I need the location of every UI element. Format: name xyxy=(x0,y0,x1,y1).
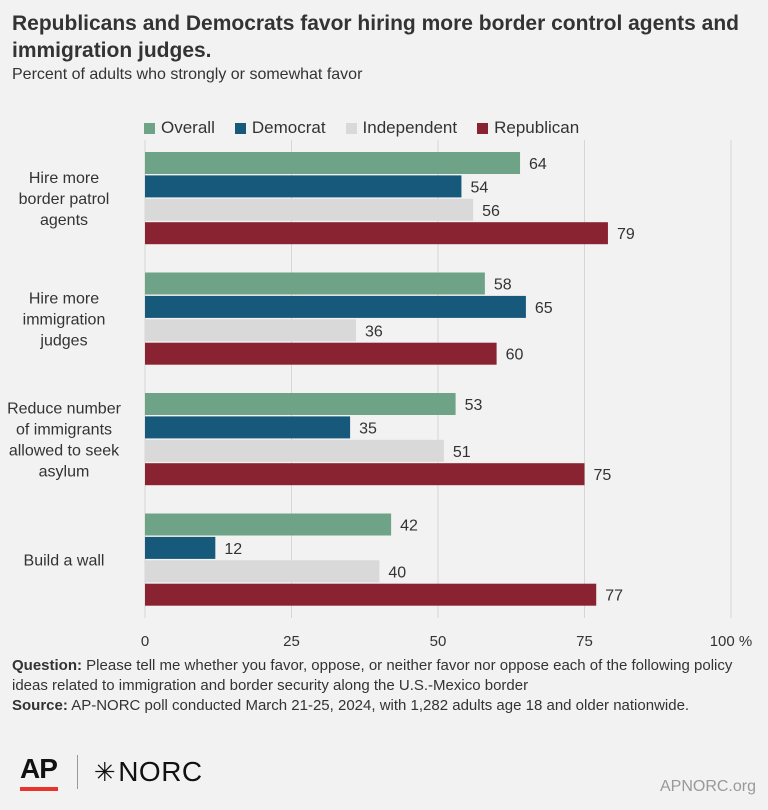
data-label: 58 xyxy=(494,277,512,294)
norc-logo: ✳ NORC xyxy=(94,756,203,788)
ap-logo-text: AP xyxy=(20,753,58,784)
data-label: 65 xyxy=(535,300,553,317)
bar-overall xyxy=(145,393,456,415)
category-label: Reduce number of immigrants allowed to see… xyxy=(7,401,122,481)
question-text: Please tell me whether you favor, oppose… xyxy=(12,657,733,694)
question-note: Question: Please tell me whether you fav… xyxy=(12,656,756,696)
data-label: 77 xyxy=(605,588,623,605)
x-tick-label: 25 xyxy=(283,633,300,650)
data-label: 64 xyxy=(529,156,547,173)
bar-independent xyxy=(145,439,444,462)
legend-item-independent: Independent xyxy=(345,118,458,138)
data-label: 79 xyxy=(617,226,635,243)
data-label: 53 xyxy=(465,397,483,414)
data-label: 40 xyxy=(388,564,406,581)
source-note: Source: AP-NORC poll conducted March 21-… xyxy=(12,696,756,716)
category-label: Build a wall xyxy=(24,553,105,570)
data-label: 36 xyxy=(365,323,383,340)
bar-chart: 0 25 50 75 100 % 64 54 56 79 Hire more border patr… xyxy=(7,140,753,650)
legend-swatch-independent xyxy=(345,122,357,134)
bar-republican xyxy=(145,463,585,486)
chart-footer: Question: Please tell me whether you fav… xyxy=(12,656,756,716)
source-label: Source: xyxy=(12,697,68,714)
data-label: 56 xyxy=(482,203,500,220)
bar-republican xyxy=(145,222,608,245)
bar-overall xyxy=(145,272,485,295)
bar-independent xyxy=(145,198,474,221)
legend-swatch-overall xyxy=(144,122,155,134)
logo-divider xyxy=(76,755,78,789)
bar-democrat xyxy=(145,416,351,439)
bar-independent xyxy=(145,319,356,342)
bar-republican xyxy=(145,342,497,365)
ap-logo-underline xyxy=(20,787,58,791)
logos: AP ✳ NORC xyxy=(20,752,203,792)
question-label: Question: xyxy=(12,657,82,674)
legend-item-republican: Republican xyxy=(477,118,579,138)
legend-label-independent: Independent xyxy=(362,118,458,137)
site-url: APNORC.org xyxy=(659,778,756,795)
x-tick-label: 50 xyxy=(430,633,447,650)
ap-logo: AP xyxy=(20,753,58,791)
data-label: 60 xyxy=(506,347,524,364)
category-label: Hire more border patrol agents xyxy=(19,170,110,229)
bar-democrat xyxy=(145,295,526,318)
category-label: Hire more immigration judges xyxy=(23,291,106,350)
data-label: 75 xyxy=(594,467,612,484)
data-label: 12 xyxy=(224,541,242,558)
x-tick-label: 75 xyxy=(576,633,593,650)
x-tick-label: 100 % xyxy=(710,633,753,650)
data-label: 51 xyxy=(453,444,471,461)
legend: Overall Democrat Independent Republican xyxy=(144,118,599,138)
data-label: 42 xyxy=(400,518,418,535)
data-label: 54 xyxy=(470,179,488,196)
data-label: 35 xyxy=(359,420,377,437)
bar-republican xyxy=(145,583,597,606)
bar-democrat xyxy=(145,175,462,198)
bar-democrat xyxy=(145,536,216,559)
asterisk-icon: ✳ xyxy=(93,756,117,787)
legend-swatch-democrat xyxy=(234,122,246,134)
chart-title: Republicans and Democrats favor hiring m… xyxy=(12,12,739,62)
norc-logo-text: NORC xyxy=(118,756,203,787)
legend-swatch-republican xyxy=(477,122,489,134)
legend-label-republican: Republican xyxy=(494,118,580,137)
bar-overall xyxy=(145,513,392,536)
x-tick-label: 0 xyxy=(141,633,149,650)
bar-independent xyxy=(145,560,380,583)
chart-subtitle: Percent of adults who strongly or somewh… xyxy=(12,66,363,83)
legend-item-democrat: Democrat xyxy=(234,118,326,138)
bar-overall xyxy=(145,152,521,174)
legend-item-overall: Overall xyxy=(144,118,215,138)
legend-label-overall: Overall xyxy=(161,118,215,137)
legend-label-democrat: Democrat xyxy=(251,118,326,137)
source-text: AP-NORC poll conducted March 21-25, 2024… xyxy=(71,697,690,714)
